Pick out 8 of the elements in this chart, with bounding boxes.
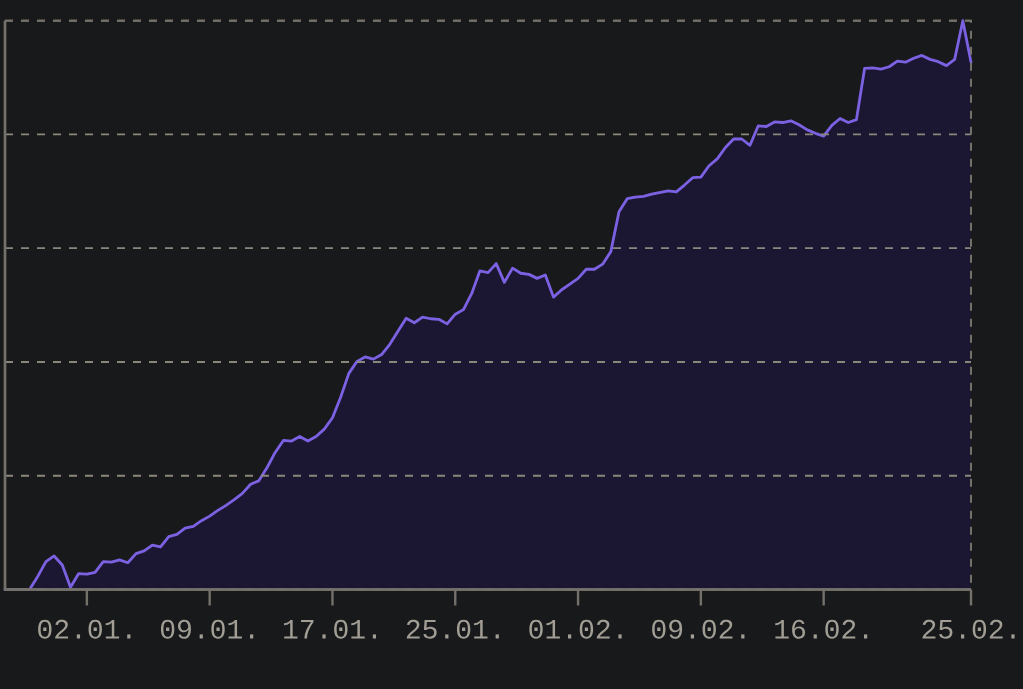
x-tick-label: 25.01. <box>406 619 499 639</box>
x-tick-label: 17.01. <box>284 619 377 639</box>
x-tick-label: 09.01. <box>160 619 254 639</box>
x-tick-label: 25.02. <box>922 619 1015 639</box>
x-tick-label: 02.01. <box>38 619 131 639</box>
x-tick-label: 09.02. <box>652 619 745 639</box>
x-tick-label: 16.02. <box>775 619 868 639</box>
x-tick-label: 01.02. <box>529 619 622 639</box>
